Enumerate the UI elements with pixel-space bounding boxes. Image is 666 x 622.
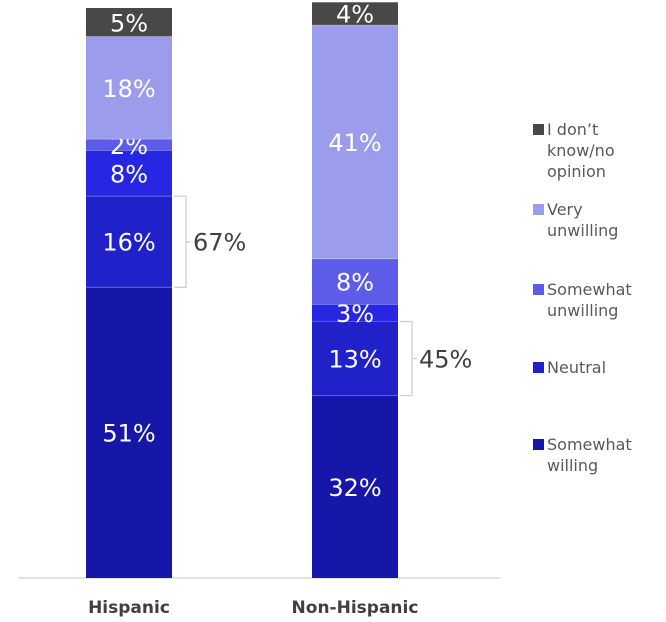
data-label: 8% [110,160,148,188]
legend-label: Very unwilling [547,200,618,240]
legend-label: Neutral [547,358,606,377]
legend-swatch [533,284,544,295]
legend-label: Somewhat unwilling [547,280,632,320]
bar-segment [86,150,172,197]
legend-swatch [533,124,544,135]
legend-label: I don’t know/no opinion [547,120,615,181]
bar-segment [312,2,398,26]
bracket [174,195,191,288]
bar-segment [312,395,398,578]
data-label: 41% [328,129,381,157]
bar-segment [86,196,172,288]
category-label: Hispanic [88,598,170,618]
brackets-group: 67% 45% [174,195,472,397]
bracket-label: 45% [419,346,472,374]
bars-group: 51%16%8%2%18%5%32%13%3%8%41%4% [86,1,398,578]
data-label: 51% [102,420,155,448]
bar-segment [312,258,398,305]
bar-segment [86,287,172,578]
bracket-label: 67% [193,229,246,257]
bar-segment [312,25,398,259]
data-label: 4% [336,1,374,29]
bar-segment [312,304,398,322]
data-label: 8% [336,269,374,297]
legend: I don’t know/no opinion Very unwilling Somewh… [533,120,632,475]
bar-segment [312,321,398,396]
legend-swatch [533,439,544,450]
data-label: 5% [110,9,148,37]
data-label: 3% [336,300,374,328]
data-label: 32% [328,474,381,502]
category-labels-group: Hispanic Non-Hispanic [88,598,418,618]
data-label: 18% [102,75,155,103]
bracket [400,320,417,397]
legend-swatch [533,204,544,215]
category-label: Non-Hispanic [292,598,419,618]
legend-label: Somewhat willing [547,435,632,475]
bar-segment [86,139,172,151]
data-label: 16% [102,229,155,257]
bar-segment [86,36,172,140]
legend-swatch [533,362,544,373]
data-label: 13% [328,346,381,374]
bar-segment [86,8,172,37]
